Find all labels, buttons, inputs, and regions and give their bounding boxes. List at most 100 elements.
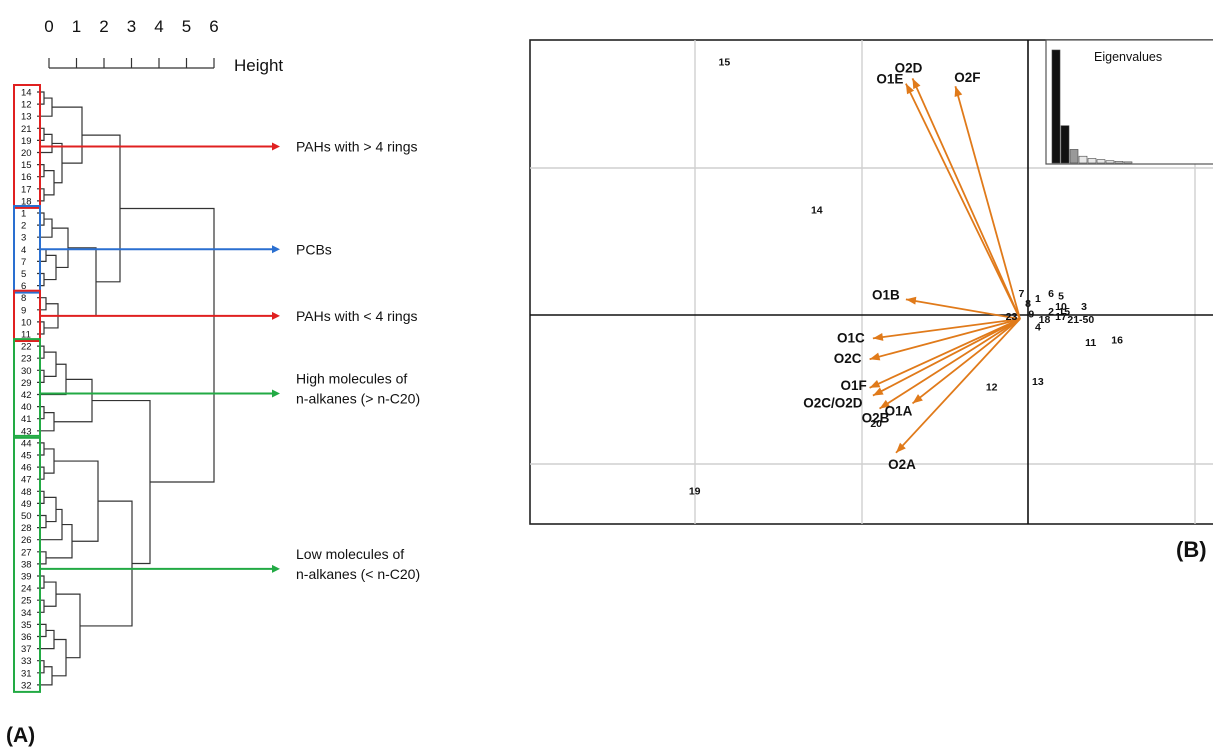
group-arrow-head — [272, 311, 280, 320]
height-tick-label: 2 — [99, 17, 108, 36]
vector-arrowhead — [869, 352, 881, 361]
leaf-label: 24 — [21, 584, 32, 595]
leaf-label: 44 — [21, 438, 32, 449]
leaf-label: 9 — [21, 305, 26, 316]
sample-point-label: 11 — [1085, 337, 1096, 349]
vector-arrowhead — [905, 83, 915, 95]
leaf-labels: 1412132119201516171812347568910112223302… — [21, 88, 32, 692]
leaf-label: 4 — [21, 245, 26, 256]
vector-line — [905, 298, 1021, 320]
height-tick-label: 0 — [44, 17, 53, 36]
leaf-label: 26 — [21, 535, 32, 546]
vector-arrowhead — [896, 442, 906, 453]
leaf-label: 13 — [21, 112, 32, 123]
vector-label: O2B — [862, 411, 890, 426]
leaf-label: 37 — [21, 644, 32, 655]
sample-point-label: 5 — [1058, 290, 1064, 302]
group-arrow-head — [272, 564, 280, 573]
leaf-label: 22 — [21, 342, 32, 353]
eigenvalue-bar — [1060, 125, 1070, 164]
sample-point-label: 3 — [1081, 301, 1087, 313]
leaf-label: 15 — [21, 160, 32, 171]
eigenvalue-bar — [1114, 161, 1124, 164]
leaf-label: 2 — [21, 221, 26, 232]
dendrogram-link — [80, 500, 133, 627]
vector-arrowhead — [869, 379, 881, 388]
dendrogram-link — [82, 134, 121, 283]
leaf-label: 16 — [21, 172, 32, 183]
group-label: PAHs with < 4 rings — [296, 308, 418, 324]
leaf-label: 1 — [21, 209, 26, 220]
eigenvalue-bar — [1087, 158, 1097, 164]
leaf-label: 36 — [21, 632, 32, 643]
dendrogram-link — [52, 106, 83, 164]
vector-label: O2D — [895, 60, 923, 75]
eigenvalue-bar — [1078, 155, 1088, 164]
dendrogram-link — [46, 523, 73, 559]
group-arrow-head — [272, 245, 280, 254]
leaf-label: 34 — [21, 608, 32, 619]
vector-arrowhead — [872, 387, 884, 396]
leaf-label: 23 — [21, 354, 32, 365]
leaf-label: 6 — [21, 281, 26, 292]
dendrogram-link — [44, 448, 55, 474]
leaf-label: 28 — [21, 523, 32, 534]
dendrogram-link — [44, 170, 55, 196]
leaf-label: 8 — [21, 293, 26, 304]
sample-point-label: 23 — [1006, 311, 1018, 323]
sample-point-label: 14 — [811, 205, 823, 217]
vector-line — [869, 318, 1021, 389]
group-label: PCBs — [296, 241, 332, 257]
height-axis-label: Height — [234, 56, 283, 75]
sample-point-label: 18 — [1039, 314, 1051, 326]
dendrogram-link — [52, 227, 69, 269]
height-tick-label: 6 — [209, 17, 218, 36]
eigenvalue-bar — [1123, 161, 1133, 164]
vector-label: O1A — [885, 403, 913, 418]
dendrogram-link — [44, 581, 57, 607]
leaf-label: 27 — [21, 547, 32, 558]
sample-point-label: 10 — [1055, 301, 1067, 313]
leaf-label: 31 — [21, 668, 32, 679]
dendrogram-link — [37, 248, 47, 262]
eigenvalue-bar — [1069, 149, 1079, 164]
group-label: n-alkanes (< n-C20) — [296, 566, 420, 582]
dendrogram-link — [37, 623, 47, 638]
height-tick-label: 3 — [127, 17, 136, 36]
vector-line — [872, 318, 1021, 397]
dendrogram-link — [92, 399, 151, 565]
group-box — [13, 434, 41, 693]
group-label: PAHs with > 4 rings — [296, 138, 418, 154]
leaf-label: 38 — [21, 559, 32, 570]
leaf-label: 42 — [21, 390, 32, 401]
leaf-label: 5 — [21, 269, 26, 280]
inset-title: Eigenvalues — [1094, 50, 1162, 64]
vector-line — [911, 318, 1021, 405]
sample-point-label: 8 — [1025, 298, 1031, 310]
vector-line — [905, 83, 1021, 320]
leaf-label: 50 — [21, 511, 32, 522]
leaf-label: 45 — [21, 451, 32, 462]
eigenvalues-inset: Eigenvalues — [1045, 39, 1213, 165]
leaf-label: 48 — [21, 487, 32, 498]
sample-point-label: 7 — [1018, 288, 1024, 300]
vector-label: O2F — [954, 70, 980, 85]
leaf-label: 49 — [21, 499, 32, 510]
dendrogram-link — [56, 593, 81, 659]
leaf-label: 29 — [21, 378, 32, 389]
group-label: Low molecules of — [296, 546, 404, 562]
height-tick-label: 5 — [182, 17, 191, 36]
leaf-label: 35 — [21, 620, 32, 631]
height-tick-label: 4 — [154, 17, 163, 36]
height-tick-label: 1 — [72, 17, 81, 36]
sample-point-label: 2 — [1048, 306, 1054, 318]
leaf-label: 21 — [21, 124, 32, 135]
leaf-label: 17 — [21, 184, 32, 195]
sample-point-label: 12 — [986, 381, 998, 393]
inset-frame — [1045, 39, 1213, 165]
vector-label: O1B — [872, 287, 900, 302]
